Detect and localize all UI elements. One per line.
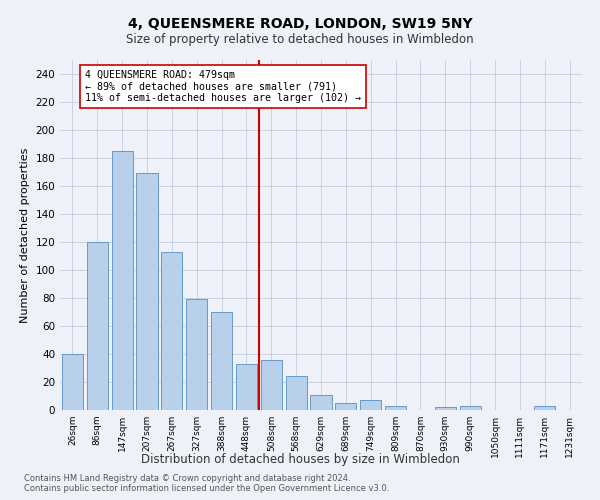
Bar <box>87 242 108 410</box>
Bar <box>460 406 481 410</box>
Bar <box>211 312 232 410</box>
Bar <box>261 360 282 410</box>
Bar <box>335 403 356 410</box>
Text: Contains HM Land Registry data © Crown copyright and database right 2024.: Contains HM Land Registry data © Crown c… <box>24 474 350 483</box>
Text: 4 QUEENSMERE ROAD: 479sqm
← 89% of detached houses are smaller (791)
11% of semi: 4 QUEENSMERE ROAD: 479sqm ← 89% of detac… <box>85 70 361 103</box>
Bar <box>534 406 555 410</box>
Bar <box>360 400 381 410</box>
Bar <box>136 174 158 410</box>
Bar <box>186 300 207 410</box>
Bar <box>161 252 182 410</box>
Y-axis label: Number of detached properties: Number of detached properties <box>20 148 30 322</box>
Text: Size of property relative to detached houses in Wimbledon: Size of property relative to detached ho… <box>126 32 474 46</box>
Text: 4, QUEENSMERE ROAD, LONDON, SW19 5NY: 4, QUEENSMERE ROAD, LONDON, SW19 5NY <box>128 18 472 32</box>
Bar <box>236 364 257 410</box>
Bar <box>385 406 406 410</box>
Bar <box>435 407 456 410</box>
Bar <box>310 394 332 410</box>
Bar <box>62 354 83 410</box>
Text: Contains public sector information licensed under the Open Government Licence v3: Contains public sector information licen… <box>24 484 389 493</box>
Text: Distribution of detached houses by size in Wimbledon: Distribution of detached houses by size … <box>140 452 460 466</box>
Bar <box>286 376 307 410</box>
Bar <box>112 151 133 410</box>
